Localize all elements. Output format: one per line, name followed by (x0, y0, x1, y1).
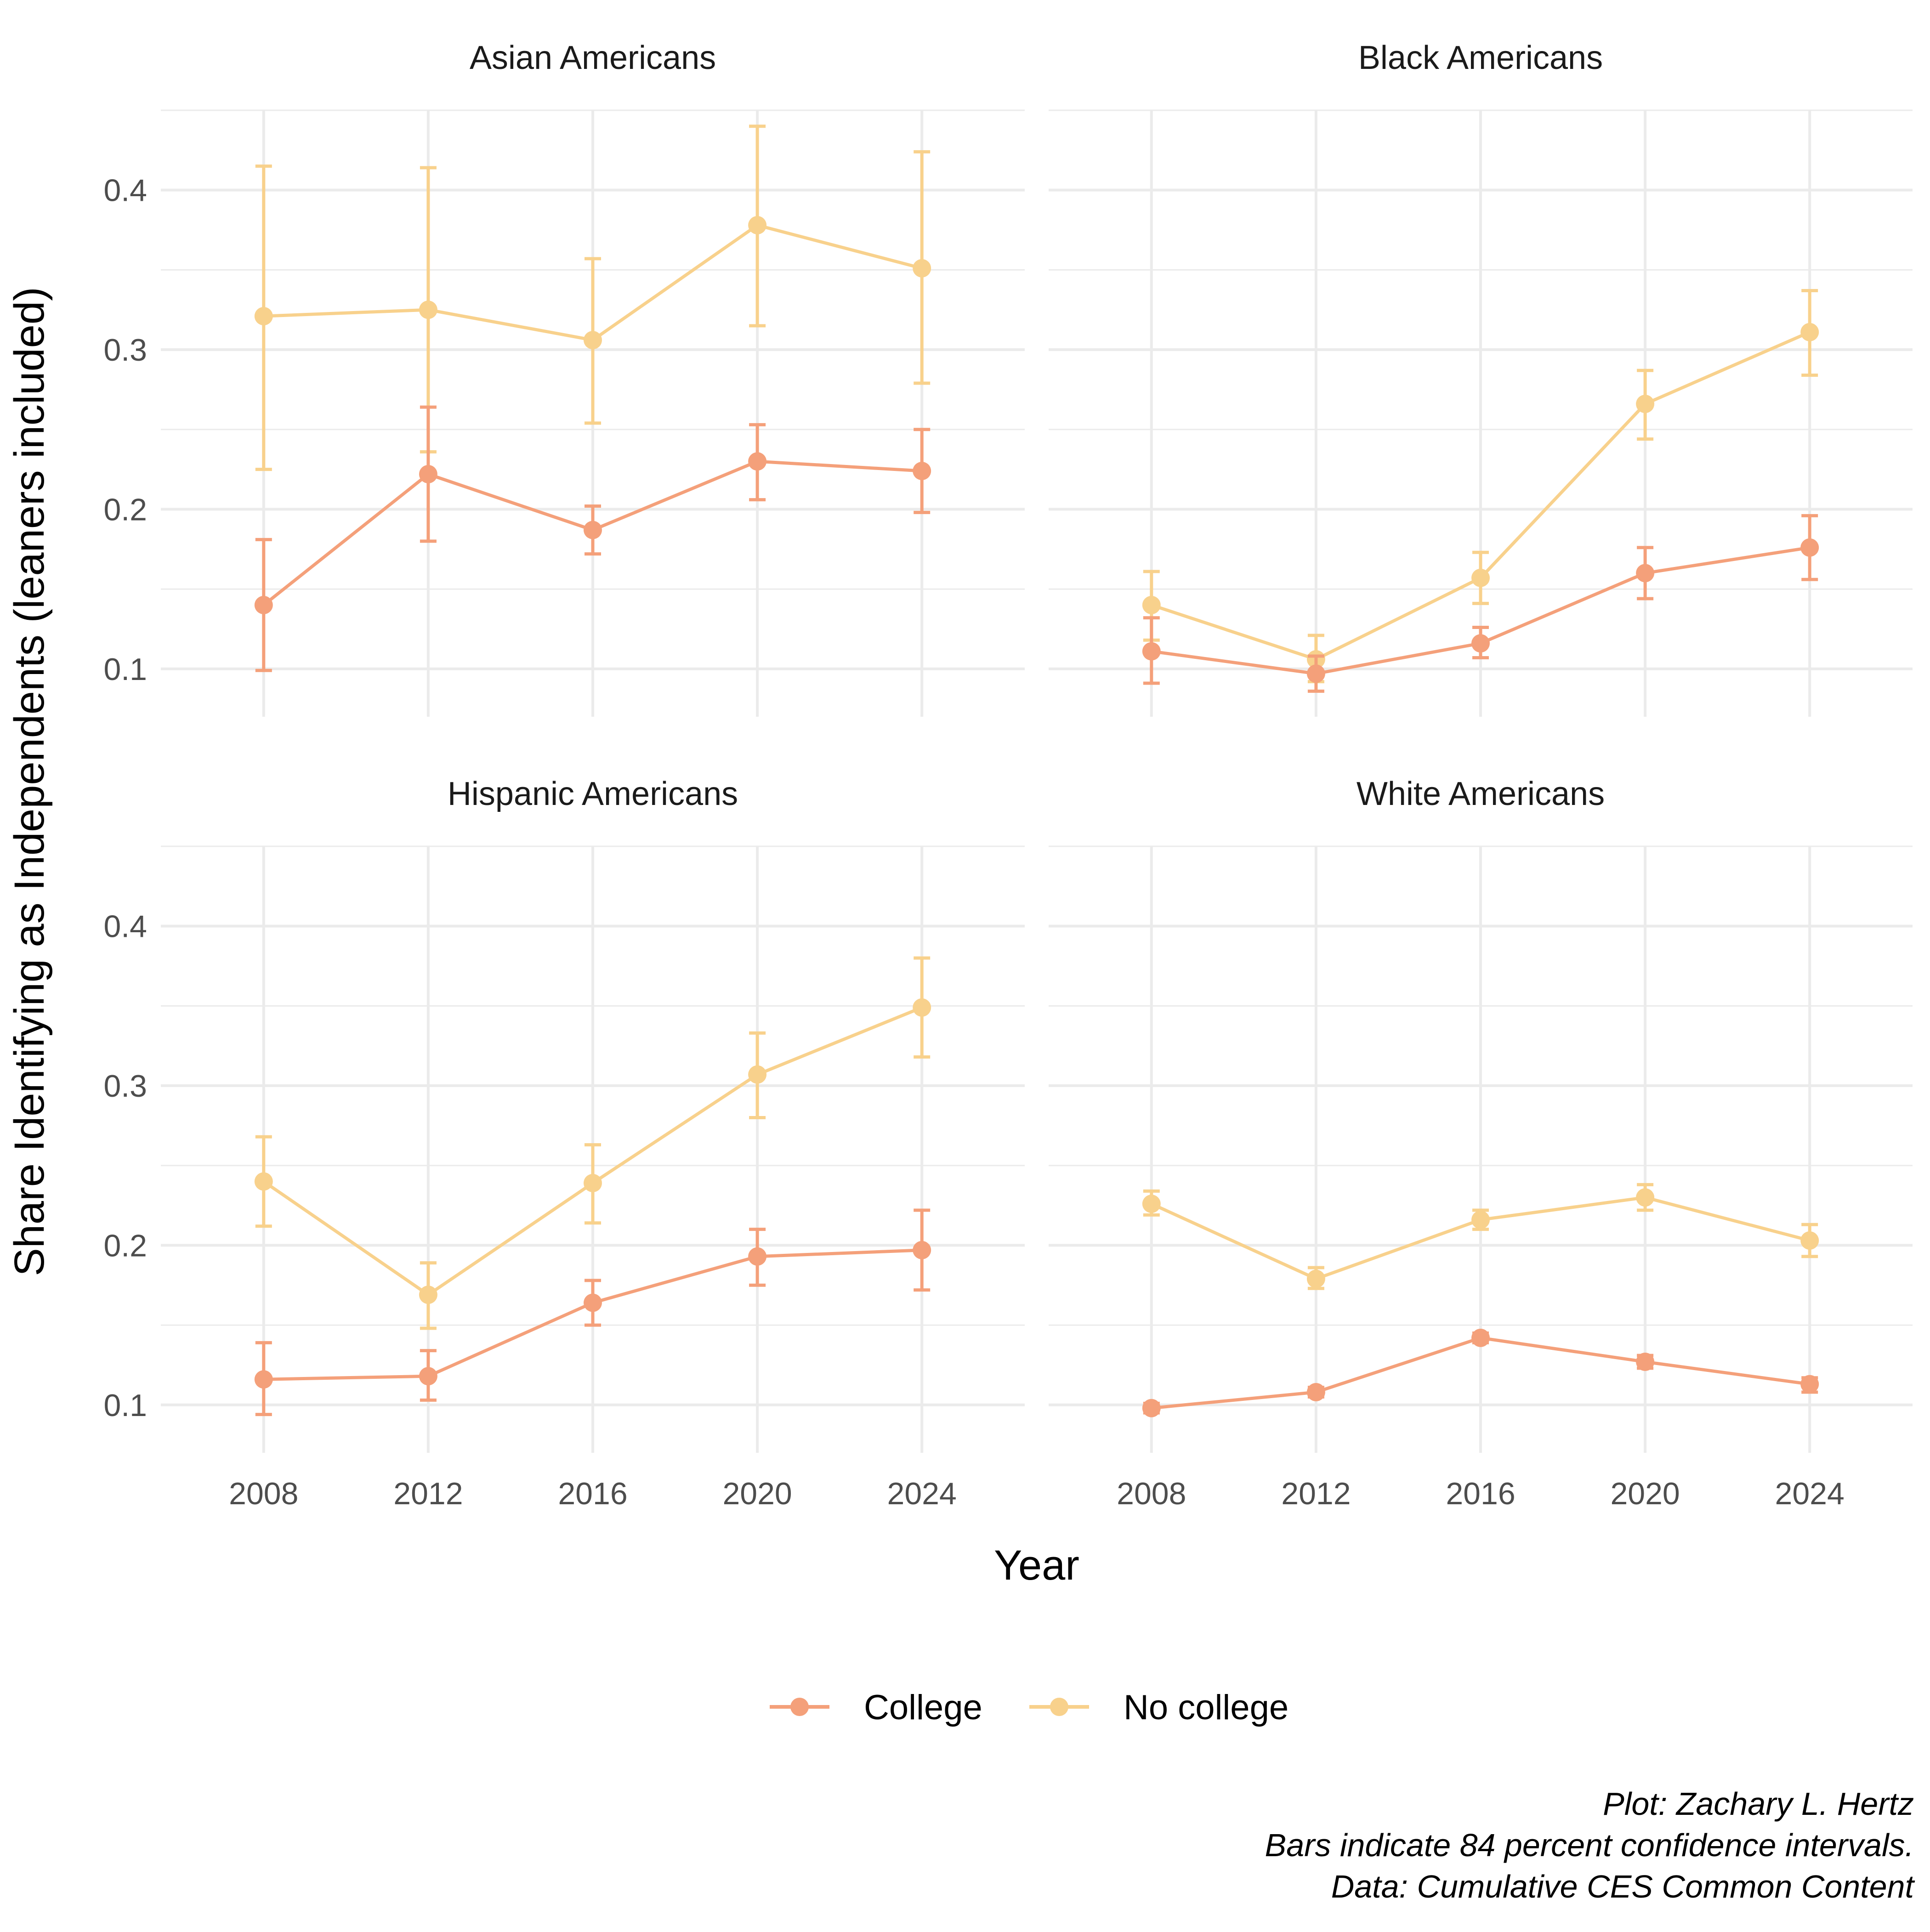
legend-label: College (864, 1688, 982, 1727)
panel-title: Hispanic Americans (448, 776, 738, 812)
x-tick-label: 2024 (1775, 1476, 1845, 1511)
y-tick-label: 0.1 (103, 1388, 147, 1423)
x-tick-label: 2020 (1610, 1476, 1680, 1511)
data-point (1142, 595, 1161, 614)
panel-title: White Americans (1357, 776, 1605, 812)
data-point (748, 1065, 767, 1084)
data-point (1306, 1269, 1325, 1288)
x-tick-label: 2016 (1446, 1476, 1515, 1511)
data-point (584, 331, 602, 350)
series-no-college (254, 956, 931, 1330)
data-point (1800, 1231, 1819, 1250)
data-point (1142, 1195, 1161, 1213)
x-tick-label: 2016 (558, 1476, 627, 1511)
legend: College No college (770, 1688, 1289, 1727)
data-point (584, 521, 602, 539)
legend-swatch-point (1050, 1698, 1068, 1716)
panel-black-americans: Black Americans (1049, 40, 1913, 717)
panel-title: Asian Americans (470, 40, 716, 76)
caption-line: Bars indicate 84 percent confidence inte… (1265, 1827, 1914, 1863)
y-tick-label: 0.2 (103, 492, 147, 527)
x-tick-label: 2008 (229, 1476, 298, 1511)
data-point (1636, 1188, 1655, 1207)
panel-white-americans: White Americans 2008 2012 2016 2020 2024 (1049, 776, 1913, 1511)
data-point (748, 452, 767, 471)
data-point (913, 998, 931, 1017)
data-point (419, 465, 437, 483)
data-point (913, 259, 931, 278)
panel-hispanic-americans: Hispanic Americans 0.1 0.2 0.3 0.4 2008 2012 20… (103, 776, 1025, 1511)
y-tick-label: 0.3 (103, 333, 147, 368)
x-tick-label: 2020 (722, 1476, 792, 1511)
data-point (1636, 564, 1655, 583)
data-point (748, 216, 767, 235)
data-point (1636, 395, 1655, 414)
data-point (1306, 1383, 1325, 1401)
series-college (254, 405, 931, 672)
panel-title: Black Americans (1358, 40, 1603, 76)
data-point (913, 462, 931, 481)
data-point (748, 1247, 767, 1266)
y-tick-label: 0.4 (103, 173, 147, 208)
data-point (1471, 1328, 1490, 1347)
x-tick-label: 2024 (887, 1476, 957, 1511)
series-college (1142, 1328, 1819, 1417)
data-point (254, 307, 273, 326)
y-tick-label: 0.4 (103, 909, 147, 944)
legend-item-no-college: No college (1029, 1688, 1289, 1727)
data-point (1142, 642, 1161, 661)
data-point (1471, 634, 1490, 653)
series-no-college (1142, 1183, 1819, 1290)
data-point (1800, 323, 1819, 341)
data-point (1800, 1375, 1819, 1394)
data-point (254, 1370, 273, 1389)
series-college (254, 1208, 931, 1416)
series-college (1142, 514, 1819, 693)
data-point (254, 595, 273, 614)
data-point (419, 1286, 437, 1304)
data-point (1142, 1399, 1161, 1417)
x-tick-label: 2008 (1117, 1476, 1186, 1511)
data-point (1471, 568, 1490, 587)
data-point (419, 1367, 437, 1386)
series-no-college (254, 125, 931, 471)
legend-label: No college (1124, 1688, 1289, 1727)
legend-swatch-point (790, 1698, 809, 1716)
legend-item-college: College (770, 1688, 982, 1727)
x-tick-label: 2012 (1281, 1476, 1351, 1511)
data-point (584, 1173, 602, 1192)
caption-line: Plot: Zachary L. Hertz (1603, 1786, 1914, 1822)
y-axis-title: Share Identifying as Independents (leane… (6, 287, 53, 1276)
data-point (584, 1293, 602, 1312)
data-point (1800, 538, 1819, 557)
data-point (913, 1241, 931, 1259)
data-point (1306, 664, 1325, 683)
data-point (1471, 1210, 1490, 1229)
data-point (419, 300, 437, 319)
x-tick-label: 2012 (393, 1476, 463, 1511)
caption-line: Data: Cumulative CES Common Content (1331, 1869, 1915, 1904)
data-point (254, 1172, 273, 1191)
x-axis-title: Year (994, 1542, 1079, 1589)
y-tick-label: 0.1 (103, 652, 147, 687)
panel-asian-americans: Asian Americans 0.1 0.2 0.3 0.4 (103, 40, 1025, 717)
data-point (1636, 1353, 1655, 1371)
y-tick-label: 0.2 (103, 1228, 147, 1263)
y-tick-label: 0.3 (103, 1069, 147, 1104)
series-no-college (1142, 289, 1819, 684)
